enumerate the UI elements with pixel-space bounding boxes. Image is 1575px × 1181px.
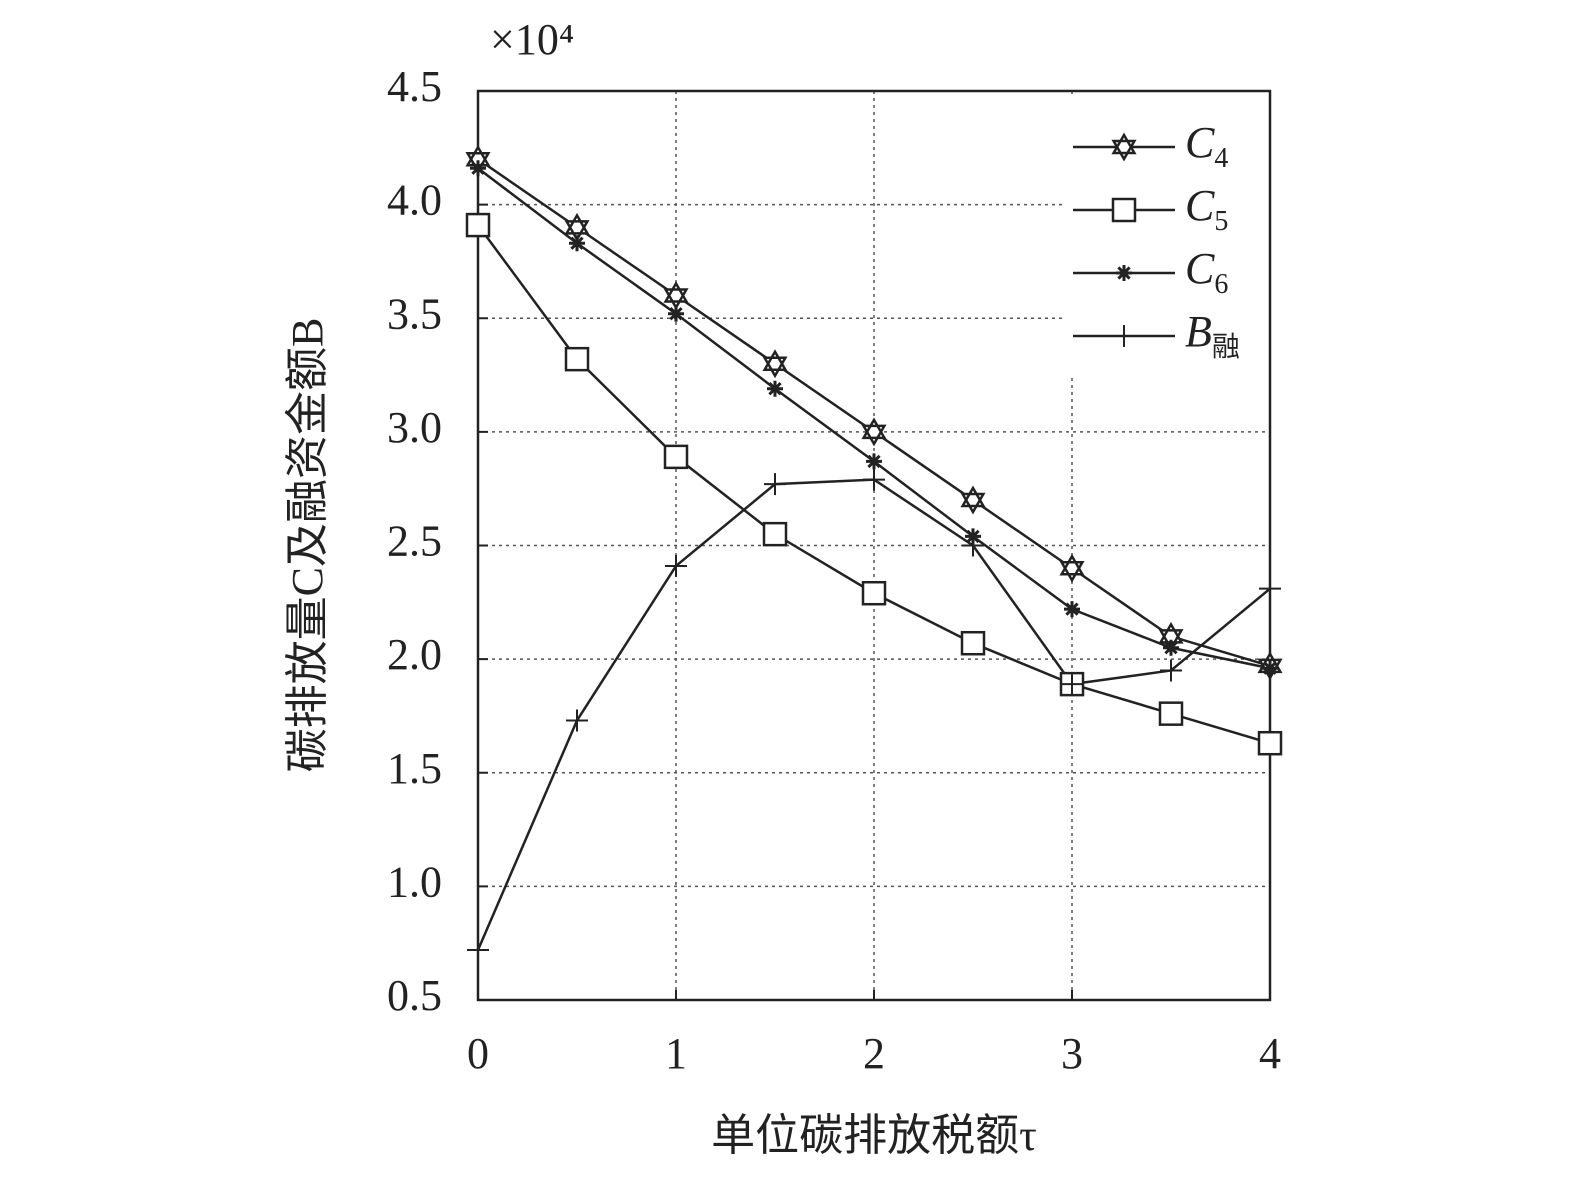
marker xyxy=(668,305,684,322)
y-tick-label: 3.0 xyxy=(387,403,442,452)
marker xyxy=(863,468,885,491)
y-tick-label: 4.0 xyxy=(387,176,442,225)
marker xyxy=(764,473,786,496)
marker xyxy=(465,212,491,238)
legend-label: C6 xyxy=(1185,244,1228,300)
marker xyxy=(467,939,489,962)
x-tick-label: 1 xyxy=(665,1029,687,1078)
marker xyxy=(663,281,689,310)
marker xyxy=(861,580,887,606)
marker xyxy=(665,554,687,577)
marker xyxy=(564,346,590,372)
marker xyxy=(1061,673,1083,696)
marker xyxy=(1262,660,1278,677)
marker xyxy=(762,349,788,379)
marker xyxy=(960,630,986,656)
marker xyxy=(1163,639,1179,656)
marker xyxy=(1160,659,1182,682)
x-tick-label: 3 xyxy=(1061,1029,1083,1078)
y-tick-label: 2.5 xyxy=(387,517,442,566)
marker xyxy=(1064,601,1080,618)
marker xyxy=(470,160,486,177)
legend-label: C5 xyxy=(1185,181,1228,237)
marker xyxy=(569,235,585,252)
legend-marker xyxy=(1111,132,1137,162)
marker xyxy=(962,534,984,557)
x-tick-label: 0 xyxy=(467,1029,489,1078)
legend-label: B融 xyxy=(1185,307,1240,363)
marker xyxy=(1257,730,1283,756)
x-axis-label: 单位碳排放税额τ xyxy=(711,1111,1037,1160)
marker xyxy=(960,485,986,515)
marker xyxy=(566,709,588,732)
y-tick-label: 1.0 xyxy=(387,857,442,906)
marker xyxy=(762,521,788,547)
x-tick-label: 4 xyxy=(1259,1029,1281,1078)
plot-frame xyxy=(476,89,1272,1002)
legend-box xyxy=(1065,95,1267,377)
marker xyxy=(1158,701,1184,726)
legend-marker xyxy=(1113,325,1135,347)
legend-marker xyxy=(1111,197,1137,223)
y-tick-label: 2.0 xyxy=(387,630,442,679)
axis-multiplier: ×10⁴ xyxy=(490,15,574,64)
marker xyxy=(861,417,887,447)
y-tick-label: 1.5 xyxy=(387,744,442,793)
y-axis-label: 碳排放量C及融资金额B xyxy=(283,318,332,773)
marker xyxy=(866,453,882,470)
y-tick-label: 3.5 xyxy=(387,289,442,338)
legend-label: C4 xyxy=(1185,118,1228,174)
y-tick-label: 0.5 xyxy=(387,971,442,1020)
x-tick-label: 2 xyxy=(863,1029,885,1078)
marker xyxy=(1259,577,1281,600)
marker xyxy=(564,212,590,242)
marker xyxy=(663,444,689,470)
marker xyxy=(1059,553,1085,583)
marker xyxy=(767,380,783,397)
legend-marker xyxy=(1116,265,1132,281)
y-tick-label: 4.5 xyxy=(387,62,442,111)
